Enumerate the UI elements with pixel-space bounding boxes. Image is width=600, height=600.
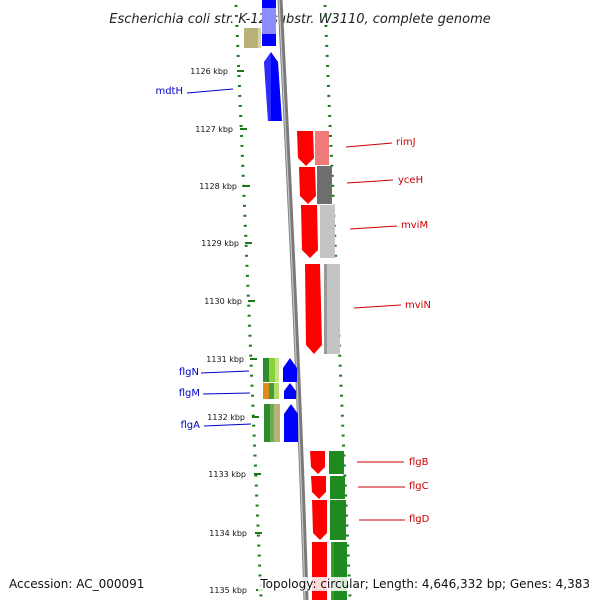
gene-flgN[interactable]: flgN [179, 358, 297, 382]
gene-block [244, 28, 258, 48]
gene-partial-bottom [312, 542, 347, 600]
topology-label: Topology: circular; Length: 4,646,332 bp… [258, 577, 592, 591]
tick-label: 1135 kbp [209, 586, 247, 595]
tick-label: 1128 kbp [199, 182, 237, 191]
gene-arrow [283, 358, 297, 382]
gene-leader [349, 225, 398, 230]
gene-leader [200, 370, 250, 374]
gene-homology-block [315, 131, 329, 165]
gene-label: flgC [409, 481, 429, 492]
top-partial-genes [244, 0, 276, 48]
gene-yceH[interactable]: yceH [299, 166, 423, 204]
gene-homology-block [275, 358, 279, 382]
gene-flgA[interactable]: flgA [181, 404, 299, 442]
tick-group: 1126 kbp 1127 kbp 1128 kbp 1129 kbp 1130… [190, 67, 263, 595]
gene-label: mviN [405, 300, 431, 311]
gene-homology-block [330, 476, 345, 499]
gene-label: yceH [398, 175, 423, 186]
gene-homology-block [270, 404, 274, 442]
gene-homology-block [330, 500, 346, 540]
gene-arrow [312, 500, 327, 540]
gene-label: rimJ [396, 137, 416, 148]
gene-homology-block [274, 404, 280, 442]
gene-arrow [310, 451, 325, 474]
gene-leader [353, 304, 402, 309]
map-title: Escherichia coli str. K-12 substr. W3110… [109, 12, 490, 27]
gene-arrow [312, 542, 327, 600]
tick-label: 1126 kbp [190, 67, 228, 76]
gene-homology-block [329, 451, 344, 474]
gene-arrow [284, 404, 298, 442]
gene-mviN[interactable]: mviN [305, 264, 431, 354]
tick-label: 1130 kbp [204, 297, 242, 306]
gene-leader [345, 142, 393, 148]
gene-homology-block [317, 166, 332, 204]
gene-arrow [297, 131, 314, 166]
gene-homology-block [274, 383, 279, 399]
gene-homology-block [269, 358, 275, 382]
gene-homology-block [263, 383, 269, 399]
gene-flgD[interactable]: flgD [312, 500, 430, 540]
gene-flgC[interactable]: flgC [311, 476, 429, 499]
gene-homology-edge [331, 542, 334, 600]
gene-label: flgN [179, 367, 199, 378]
gene-homology-block [320, 205, 335, 258]
gene-arrow [284, 383, 296, 399]
gene-label: flgM [179, 388, 200, 399]
tick-label: 1134 kbp [209, 529, 247, 538]
gene-mviM[interactable]: mviM [301, 205, 428, 258]
gene-arrow-shade [264, 52, 271, 121]
gene-homology-block [263, 358, 269, 382]
gene-label: mdtH [155, 86, 183, 97]
gene-leader [203, 423, 252, 427]
tick-label: 1132 kbp [207, 413, 245, 422]
tick-label: 1131 kbp [206, 355, 244, 364]
genome-backbone-highlight [278, 0, 306, 600]
gene-homology-block [269, 383, 274, 399]
gene-leader [186, 88, 234, 94]
gene-mdtH[interactable]: mdtH [155, 52, 282, 121]
gene-label: flgB [409, 457, 429, 468]
gene-highlight [262, 8, 276, 34]
gene-rimJ[interactable]: rimJ [297, 131, 416, 166]
gene-arrow [299, 167, 316, 204]
gene-arrow [305, 264, 322, 354]
gene-homology-block [264, 404, 270, 442]
gene-flgM[interactable]: flgM [179, 383, 296, 399]
gene-homology-edge [324, 264, 327, 354]
tick-label: 1129 kbp [201, 239, 239, 248]
gene-homology-block [324, 264, 340, 354]
gene-label: mviM [401, 220, 428, 231]
gene-arrow [311, 476, 326, 499]
gene-label: flgD [409, 514, 430, 525]
accession-label: Accession: AC_000091 [7, 577, 147, 591]
gene-arrow [301, 205, 318, 258]
gene-label: flgA [181, 420, 201, 431]
tick-label: 1133 kbp [208, 470, 246, 479]
tick-label: 1127 kbp [195, 125, 233, 134]
gene-flgB[interactable]: flgB [310, 451, 429, 474]
genome-backbone [277, 0, 309, 600]
gene-leader [346, 179, 394, 184]
gene-leader [202, 392, 251, 395]
gene-block [258, 28, 261, 48]
